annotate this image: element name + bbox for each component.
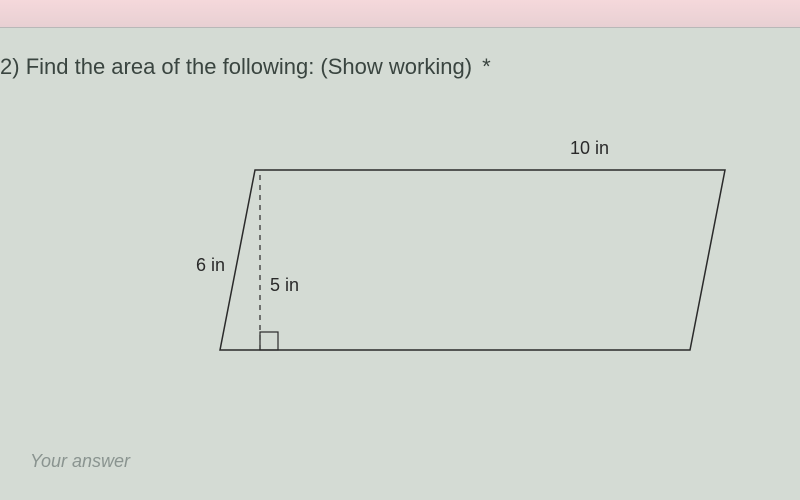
- top-measurement: 10 in: [570, 138, 609, 159]
- right-angle-marker: [260, 332, 278, 350]
- left-side-measurement: 6 in: [196, 255, 225, 276]
- question-body: Find the area of the following: (Show wo…: [26, 54, 472, 79]
- question-prompt: 2) Find the area of the following: (Show…: [0, 54, 491, 80]
- window-top-bar: [0, 0, 800, 28]
- answer-input-label[interactable]: Your answer: [30, 451, 130, 472]
- parallelogram-svg: [180, 130, 740, 380]
- required-asterisk: *: [482, 54, 491, 79]
- question-number: 2): [0, 54, 20, 79]
- geometry-diagram: 10 in 6 in 5 in: [180, 130, 740, 380]
- parallelogram-shape: [220, 170, 725, 350]
- height-measurement: 5 in: [270, 275, 299, 296]
